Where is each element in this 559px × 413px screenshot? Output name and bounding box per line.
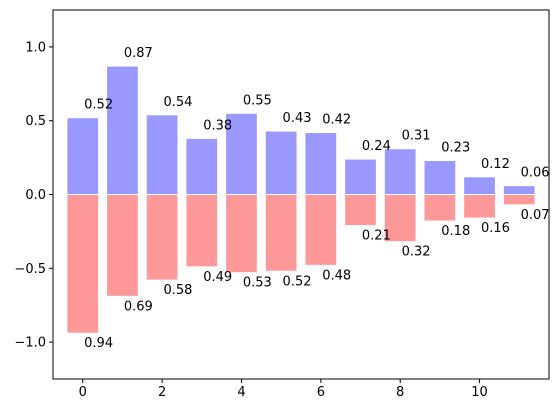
positive-bar-10 xyxy=(463,176,496,195)
positive-bar-label-3: 0.38 xyxy=(203,118,232,133)
x-tick-label: 10 xyxy=(471,385,488,400)
negative-bar-label-11: 0.07 xyxy=(521,208,550,223)
negative-bar-0 xyxy=(66,194,100,334)
y-tick-label: −0.5 xyxy=(14,262,46,277)
positive-bar-6 xyxy=(304,132,338,195)
x-tick-label: 2 xyxy=(158,385,166,400)
x-tick-label: 4 xyxy=(237,385,245,400)
negative-bar-6 xyxy=(304,194,338,266)
y-tick-label: −1.0 xyxy=(14,336,46,351)
negative-bar-label-0: 0.94 xyxy=(84,336,113,351)
negative-bar-5 xyxy=(264,194,298,272)
data-labels-group: 0.52 0.87 0.54 0.38 0.55 0.43 0.42 0.24 0.31 0.23… xyxy=(84,46,549,351)
positive-bar-0 xyxy=(66,117,100,195)
negative-bar-label-10: 0.16 xyxy=(481,221,510,236)
negative-bar-label-2: 0.58 xyxy=(164,283,193,298)
negative-bar-label-5: 0.52 xyxy=(283,274,312,289)
bars-group xyxy=(66,65,536,334)
negative-bar-label-7: 0.21 xyxy=(362,228,391,243)
negative-bar-label-4: 0.53 xyxy=(243,276,272,291)
x-tick-label: 0 xyxy=(79,385,87,400)
x-tick-label: 6 xyxy=(317,385,325,400)
negative-bar-8 xyxy=(383,194,417,243)
positive-bar-label-0: 0.52 xyxy=(84,98,113,113)
positive-bar-label-11: 0.06 xyxy=(521,166,550,181)
negative-bar-label-3: 0.49 xyxy=(203,270,232,285)
negative-bar-11 xyxy=(502,194,536,206)
positive-bar-3 xyxy=(185,137,219,196)
x-axis: 0 2 4 6 8 10 xyxy=(79,379,488,400)
negative-bar-label-6: 0.48 xyxy=(322,268,351,283)
negative-bar-3 xyxy=(185,194,219,268)
positive-bar-label-2: 0.54 xyxy=(164,95,193,110)
negative-bar-4 xyxy=(225,194,258,274)
y-axis: −1.0 −0.5 0.0 0.5 1.0 xyxy=(14,40,53,351)
positive-bar-label-10: 0.12 xyxy=(481,157,510,172)
negative-bar-1 xyxy=(106,194,139,297)
positive-bar-7 xyxy=(344,158,377,196)
negative-bar-label-8: 0.32 xyxy=(402,245,431,260)
positive-bar-label-4: 0.55 xyxy=(243,93,272,108)
negative-bar-9 xyxy=(423,194,457,222)
positive-bar-label-6: 0.42 xyxy=(322,113,351,128)
x-tick-label: 8 xyxy=(396,385,404,400)
negative-bar-label-9: 0.18 xyxy=(441,224,470,239)
positive-bar-9 xyxy=(423,160,457,195)
negative-bar-7 xyxy=(344,194,377,226)
positive-bar-label-8: 0.31 xyxy=(402,129,431,144)
y-tick-label: 0.5 xyxy=(25,114,46,129)
positive-bar-4 xyxy=(225,112,258,195)
positive-bar-label-5: 0.43 xyxy=(283,111,312,126)
positive-bar-label-7: 0.24 xyxy=(362,139,391,154)
positive-bar-2 xyxy=(145,114,179,195)
positive-bar-8 xyxy=(383,148,417,196)
positive-bar-1 xyxy=(106,65,139,195)
positive-bar-5 xyxy=(264,130,298,195)
positive-bar-11 xyxy=(502,185,536,195)
negative-bar-10 xyxy=(463,194,496,219)
negative-bar-2 xyxy=(145,194,179,281)
negative-bar-label-1: 0.69 xyxy=(124,299,153,314)
positive-bar-label-9: 0.23 xyxy=(441,141,470,156)
y-tick-label: 1.0 xyxy=(25,40,46,55)
positive-bar-label-1: 0.87 xyxy=(124,46,153,61)
y-tick-label: 0.0 xyxy=(25,188,46,203)
